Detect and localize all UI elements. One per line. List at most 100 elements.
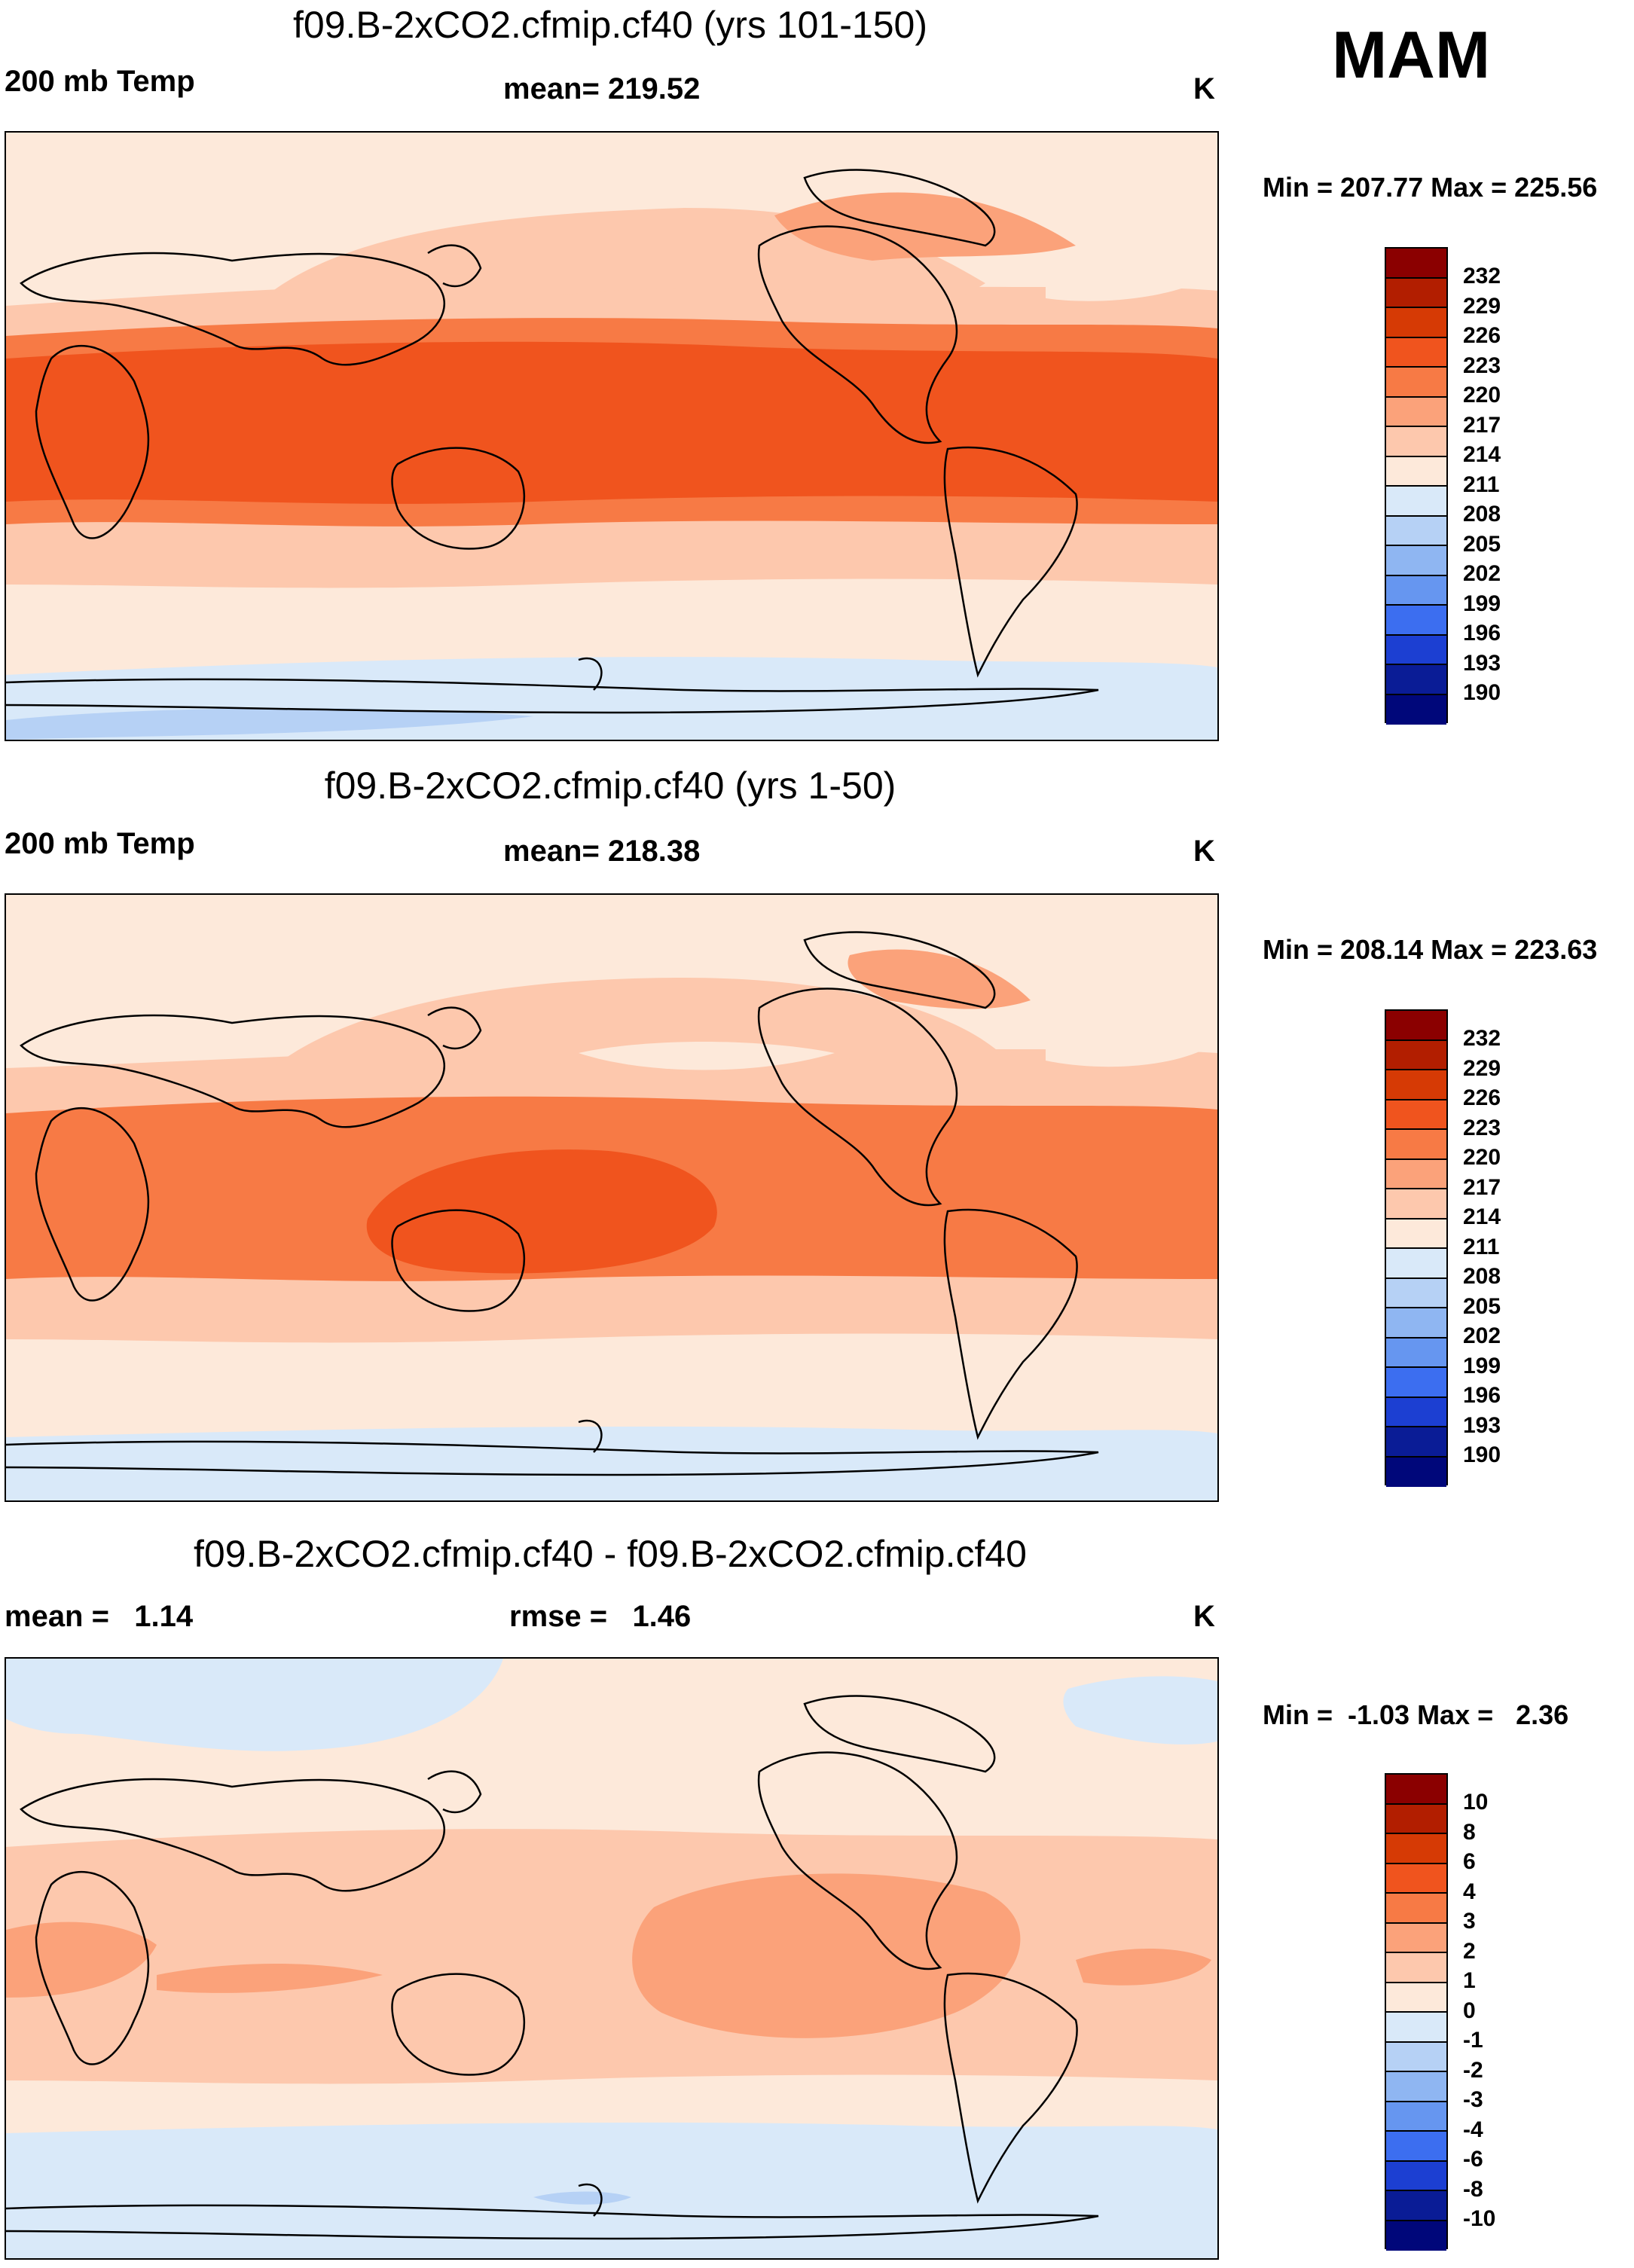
panel1-contour-map <box>6 169 1217 740</box>
temperature-contours <box>6 949 1217 1500</box>
colorbar-tick-label: -1 <box>1463 2028 1483 2053</box>
colorbar-tick-label: 214 <box>1463 442 1501 467</box>
colorbar-tick-label: -2 <box>1463 2057 1483 2083</box>
colorbar-tick-label: 232 <box>1463 264 1501 288</box>
colorbar-swatch <box>1386 397 1446 427</box>
colorbar-swatch <box>1386 1427 1446 1458</box>
colorbar-swatch <box>1386 456 1446 487</box>
colorbar-swatch <box>1386 635 1446 665</box>
colorbar-swatch <box>1386 308 1446 338</box>
colorbar-tick-label: 199 <box>1463 591 1501 616</box>
panel1-title: f09.B-2xCO2.cfmip.cf40 (yrs 101-150) <box>293 4 927 46</box>
colorbar-swatch <box>1386 1100 1446 1130</box>
colorbar-tick-label: 193 <box>1463 650 1501 676</box>
colorbar-swatch <box>1386 2191 1446 2221</box>
colorbar-swatch <box>1386 1219 1446 1249</box>
panel3-mean-label: mean = 1.14 <box>5 1600 194 1633</box>
colorbar-tick-label: 202 <box>1463 1323 1501 1348</box>
colorbar-swatch <box>1386 2161 1446 2191</box>
continent-outlines <box>6 931 1099 1476</box>
colorbar-tick-label: 208 <box>1463 502 1501 527</box>
colorbar-swatch <box>1386 2221 1446 2251</box>
panel1-units: K <box>1193 72 1215 105</box>
panel2-variable-label: 200 mb Temp <box>5 827 195 860</box>
colorbar-tick-label: 217 <box>1463 412 1501 438</box>
colorbar-swatch <box>1386 1368 1446 1398</box>
colorbar-tick-label: 10 <box>1463 1790 1489 1815</box>
colorbar-tick-label: 193 <box>1463 1412 1501 1438</box>
colorbar-tick-label: 190 <box>1463 1442 1501 1467</box>
panel2-colorbar <box>1385 1009 1448 1487</box>
colorbar-swatch <box>1386 1278 1446 1308</box>
panel3-map <box>5 1657 1219 2260</box>
colorbar-swatch <box>1386 1040 1446 1070</box>
colorbar-tick-label: 214 <box>1463 1204 1501 1229</box>
colorbar-tick-label: 205 <box>1463 1293 1501 1319</box>
colorbar-swatch <box>1386 368 1446 398</box>
panel1-minmax: Min = 207.77 Max = 225.56 <box>1263 172 1598 203</box>
colorbar-swatch <box>1386 1011 1446 1041</box>
colorbar-swatch <box>1386 665 1446 695</box>
panel3-minmax: Min = -1.03 Max = 2.36 <box>1263 1699 1569 1730</box>
colorbar-swatch <box>1386 1249 1446 1279</box>
colorbar-tick-label: -3 <box>1463 2087 1483 2112</box>
colorbar-swatch <box>1386 1983 1446 2013</box>
colorbar-tick-label: 220 <box>1463 1145 1501 1170</box>
colorbar-swatch <box>1386 2013 1446 2043</box>
colorbar-tick-label: 223 <box>1463 353 1501 378</box>
colorbar-tick-label: -6 <box>1463 2147 1483 2172</box>
colorbar-swatch <box>1386 1070 1446 1100</box>
panel2-minmax: Min = 208.14 Max = 223.63 <box>1263 934 1598 965</box>
colorbar-swatch <box>1386 1159 1446 1189</box>
colorbar-swatch <box>1386 1130 1446 1160</box>
colorbar-tick-label: -10 <box>1463 2206 1496 2231</box>
colorbar-swatch <box>1386 1189 1446 1219</box>
colorbar-swatch <box>1386 1308 1446 1339</box>
colorbar-swatch <box>1386 1804 1446 1834</box>
colorbar-tick-label: 8 <box>1463 1819 1476 1845</box>
colorbar-tick-label: 196 <box>1463 621 1501 646</box>
colorbar-tick-label: 229 <box>1463 293 1501 319</box>
colorbar-swatch <box>1386 516 1446 546</box>
colorbar-tick-label: 199 <box>1463 1353 1501 1378</box>
continent-outlines <box>6 169 1099 714</box>
panel2-mean-label: mean= 218.38 <box>503 835 701 868</box>
panel2-title: f09.B-2xCO2.cfmip.cf40 (yrs 1-50) <box>324 765 896 807</box>
colorbar-swatch <box>1386 1953 1446 1983</box>
temperature-contours <box>6 192 1217 740</box>
colorbar-tick-label: 208 <box>1463 1264 1501 1289</box>
colorbar-tick-label: 229 <box>1463 1055 1501 1081</box>
panel3-contour-map <box>6 1659 1217 2258</box>
panel3-units: K <box>1193 1600 1215 1633</box>
colorbar-swatch <box>1386 2042 1446 2072</box>
colorbar-tick-label: 223 <box>1463 1115 1501 1140</box>
colorbar-swatch <box>1386 337 1446 368</box>
colorbar-tick-label: 226 <box>1463 1085 1501 1110</box>
continent-outlines <box>6 1695 1099 2240</box>
colorbar-swatch <box>1386 546 1446 576</box>
colorbar-swatch <box>1386 1457 1446 1487</box>
panel1-colorbar <box>1385 247 1448 725</box>
colorbar-tick-label: 0 <box>1463 1998 1476 2023</box>
colorbar-tick-label: 220 <box>1463 383 1501 408</box>
colorbar-tick-label: 232 <box>1463 1026 1501 1051</box>
colorbar-tick-label: 196 <box>1463 1383 1501 1408</box>
panel2-units: K <box>1193 835 1215 868</box>
colorbar-tick-label: 226 <box>1463 323 1501 348</box>
panel1-map <box>5 131 1219 741</box>
panel2-contour-map <box>6 931 1217 1500</box>
colorbar-swatch <box>1386 278 1446 308</box>
colorbar-tick-label: 2 <box>1463 1938 1476 1964</box>
season-label: MAM <box>1332 17 1491 92</box>
difference-contours <box>6 1659 1217 2258</box>
colorbar-swatch <box>1386 427 1446 457</box>
colorbar-tick-label: 217 <box>1463 1174 1501 1200</box>
colorbar-swatch <box>1386 694 1446 725</box>
colorbar-tick-label: 202 <box>1463 561 1501 586</box>
panel3-rmse-label: rmse = 1.46 <box>509 1600 692 1633</box>
colorbar-tick-label: 211 <box>1463 1234 1500 1259</box>
colorbar-tick-label: 205 <box>1463 531 1501 557</box>
colorbar-tick-label: 6 <box>1463 1849 1476 1874</box>
panel1-mean-label: mean= 219.52 <box>503 72 701 105</box>
panel3-title: f09.B-2xCO2.cfmip.cf40 - f09.B-2xCO2.cfm… <box>194 1533 1027 1575</box>
